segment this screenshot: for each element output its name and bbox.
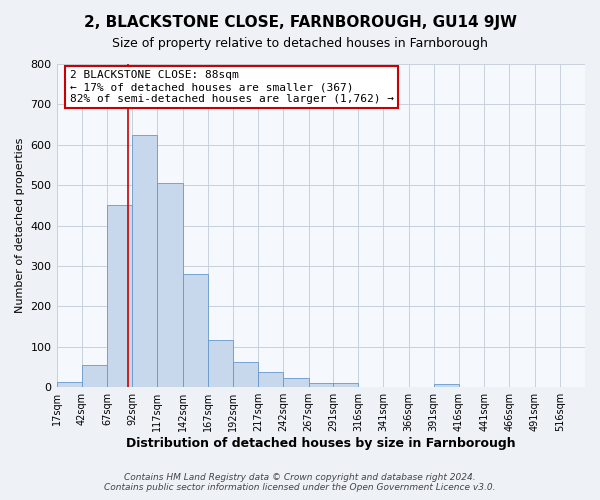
Bar: [258, 372, 283, 387]
Bar: [208, 340, 233, 387]
Text: 2 BLACKSTONE CLOSE: 88sqm
← 17% of detached houses are smaller (367)
82% of semi: 2 BLACKSTONE CLOSE: 88sqm ← 17% of detac…: [70, 70, 394, 104]
Bar: [308, 383, 334, 387]
Bar: [283, 378, 308, 387]
Text: Size of property relative to detached houses in Farnborough: Size of property relative to detached ho…: [112, 38, 488, 51]
X-axis label: Distribution of detached houses by size in Farnborough: Distribution of detached houses by size …: [126, 437, 515, 450]
Bar: [182, 274, 208, 387]
Text: Contains HM Land Registry data © Crown copyright and database right 2024.
Contai: Contains HM Land Registry data © Crown c…: [104, 473, 496, 492]
Bar: [132, 134, 157, 387]
Y-axis label: Number of detached properties: Number of detached properties: [15, 138, 25, 314]
Bar: [107, 206, 132, 387]
Bar: [157, 183, 182, 387]
Bar: [56, 382, 82, 387]
Bar: [82, 365, 107, 387]
Bar: [333, 383, 358, 387]
Text: 2, BLACKSTONE CLOSE, FARNBOROUGH, GU14 9JW: 2, BLACKSTONE CLOSE, FARNBOROUGH, GU14 9…: [83, 15, 517, 30]
Bar: [434, 384, 459, 387]
Bar: [233, 362, 258, 387]
